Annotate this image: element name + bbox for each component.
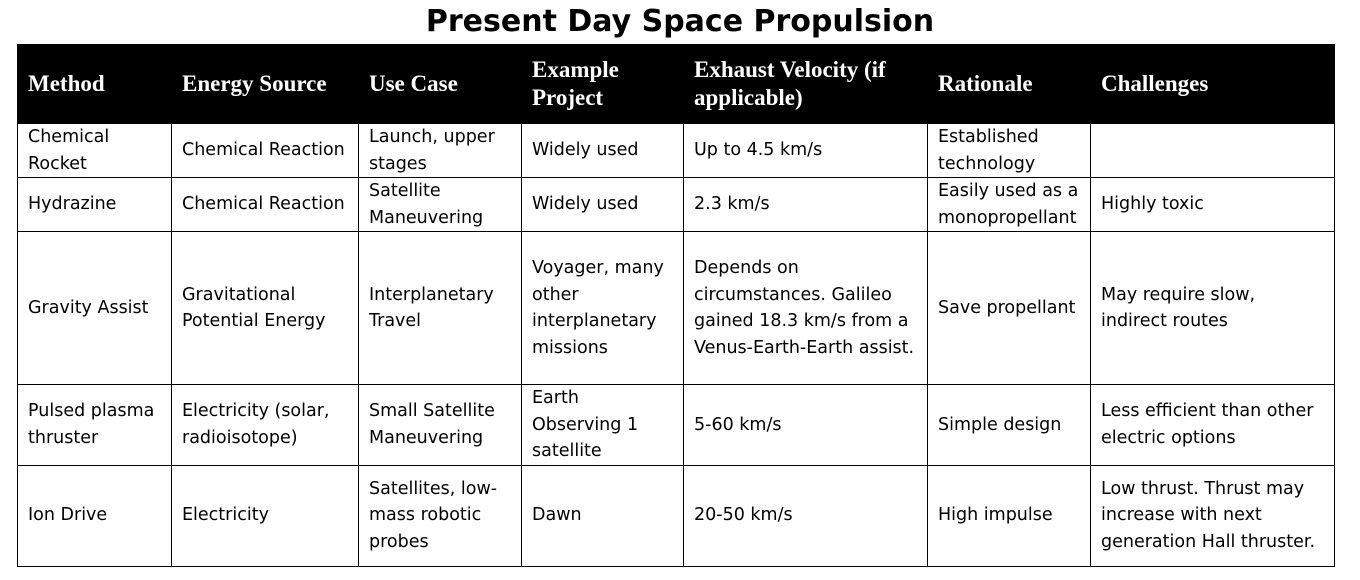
cell-challenges: Low thrust. Thrust may increase with nex… xyxy=(1090,464,1335,567)
table-row: Hydrazine Chemical Reaction Satellite Ma… xyxy=(17,177,1335,232)
table-row: Chemical Rocket Chemical Reaction Launch… xyxy=(17,123,1335,178)
cell-example-project: Dawn xyxy=(521,464,684,567)
column-header-challenges: Challenges xyxy=(1090,44,1335,124)
cell-exhaust-velocity: 5-60 km/s xyxy=(683,384,928,466)
cell-example-project: Earth Observing 1 satellite xyxy=(521,384,684,466)
cell-exhaust-velocity: Up to 4.5 km/s xyxy=(683,123,928,178)
propulsion-table: Method Energy Source Use Case Example Pr… xyxy=(17,44,1335,567)
column-header-method: Method xyxy=(17,44,172,124)
cell-use-case: Launch, upper stages xyxy=(358,123,522,178)
cell-rationale: Easily used as a monopropellant xyxy=(927,177,1091,232)
table-row: Pulsed plasma thruster Electricity (sola… xyxy=(17,384,1335,466)
page-title: Present Day Space Propulsion xyxy=(425,4,935,39)
cell-method: Ion Drive xyxy=(17,464,172,567)
cell-challenges: Less efficient than other electric optio… xyxy=(1090,384,1335,466)
cell-energy-source: Electricity xyxy=(171,464,359,567)
column-header-use-case: Use Case xyxy=(358,44,522,124)
cell-rationale: Save propellant xyxy=(927,231,1091,385)
cell-example-project: Widely used xyxy=(521,123,684,178)
cell-exhaust-velocity: Depends on circumstances. Galileo gained… xyxy=(683,231,928,385)
column-header-exhaust-velocity: Exhaust Velocity (if applicable) xyxy=(683,44,928,124)
cell-method: Pulsed plasma thruster xyxy=(17,384,172,466)
cell-method: Chemical Rocket xyxy=(17,123,172,178)
column-header-rationale: Rationale xyxy=(927,44,1091,124)
cell-challenges: Highly toxic xyxy=(1090,177,1335,232)
cell-energy-source: Chemical Reaction xyxy=(171,123,359,178)
cell-energy-source: Gravitational Potential Energy xyxy=(171,231,359,385)
cell-exhaust-velocity: 20-50 km/s xyxy=(683,464,928,567)
cell-challenges xyxy=(1090,123,1335,178)
table-row: Gravity Assist Gravitational Potential E… xyxy=(17,231,1335,385)
cell-use-case: Satellite Maneuvering xyxy=(358,177,522,232)
cell-energy-source: Chemical Reaction xyxy=(171,177,359,232)
cell-use-case: Satellites, low-mass robotic probes xyxy=(358,464,522,567)
cell-use-case: Small Satellite Maneuvering xyxy=(358,384,522,466)
cell-challenges: May require slow, indirect routes xyxy=(1090,231,1335,385)
cell-method: Gravity Assist xyxy=(17,231,172,385)
cell-rationale: Simple design xyxy=(927,384,1091,466)
table-row: Ion Drive Electricity Satellites, low-ma… xyxy=(17,464,1335,567)
cell-rationale: Established technology xyxy=(927,123,1091,178)
cell-use-case: Interplanetary Travel xyxy=(358,231,522,385)
cell-example-project: Voyager, many other interplanetary missi… xyxy=(521,231,684,385)
column-header-energy-source: Energy Source xyxy=(171,44,359,124)
cell-energy-source: Electricity (solar, radioisotope) xyxy=(171,384,359,466)
header-row: Method Energy Source Use Case Example Pr… xyxy=(17,44,1335,124)
cell-example-project: Widely used xyxy=(521,177,684,232)
cell-rationale: High impulse xyxy=(927,464,1091,567)
column-header-example-project: Example Project xyxy=(521,44,684,124)
cell-method: Hydrazine xyxy=(17,177,172,232)
cell-exhaust-velocity: 2.3 km/s xyxy=(683,177,928,232)
